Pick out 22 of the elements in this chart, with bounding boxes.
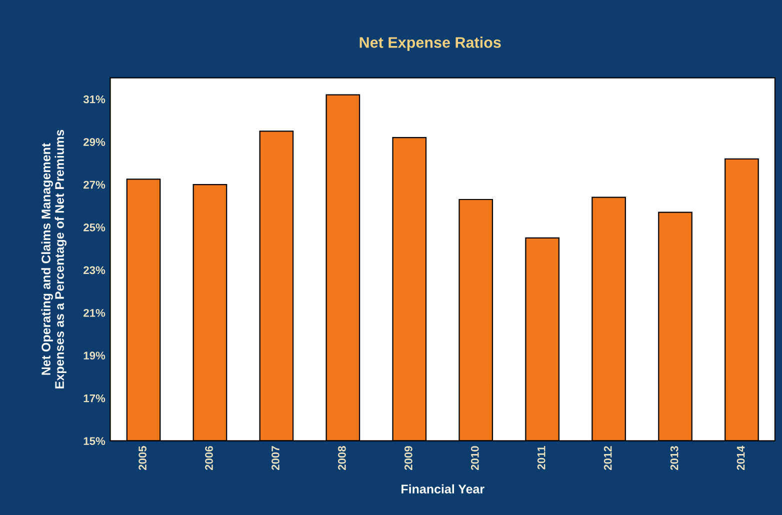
chart-title: Net Expense Ratios (360, 36, 501, 51)
x-tick-label: 2011 (537, 446, 546, 470)
x-tick-label: 2014 (736, 446, 745, 470)
x-tick-label: 2005 (138, 446, 146, 470)
y-tick-label: 29% (84, 138, 106, 146)
x-tick-label: 2006 (205, 446, 213, 470)
x-axis-title: Financial Year (402, 484, 484, 494)
x-tick-label: 2010 (470, 446, 479, 470)
x-tick-label: 2008 (338, 446, 346, 470)
x-tick-label: 2009 (404, 446, 412, 470)
y-tick-label: 17% (84, 394, 106, 402)
x-tick-label: 2012 (604, 446, 612, 470)
y-axis-title: Net Operating and Claims Management Expenses as a Percentage of Net Premiums (41, 130, 66, 388)
x-tick-label: 2013 (670, 446, 678, 470)
x-tick-label: 2007 (272, 446, 280, 470)
y-tick-label: 25% (84, 224, 106, 232)
y-tick-label: 15% (84, 437, 106, 445)
y-tick-label: 27% (84, 180, 106, 189)
y-tick-label: 21% (84, 308, 106, 317)
y-tick-label: 19% (84, 352, 106, 360)
y-tick-label: 23% (84, 266, 106, 274)
y-tick-label: 31% (83, 95, 106, 104)
